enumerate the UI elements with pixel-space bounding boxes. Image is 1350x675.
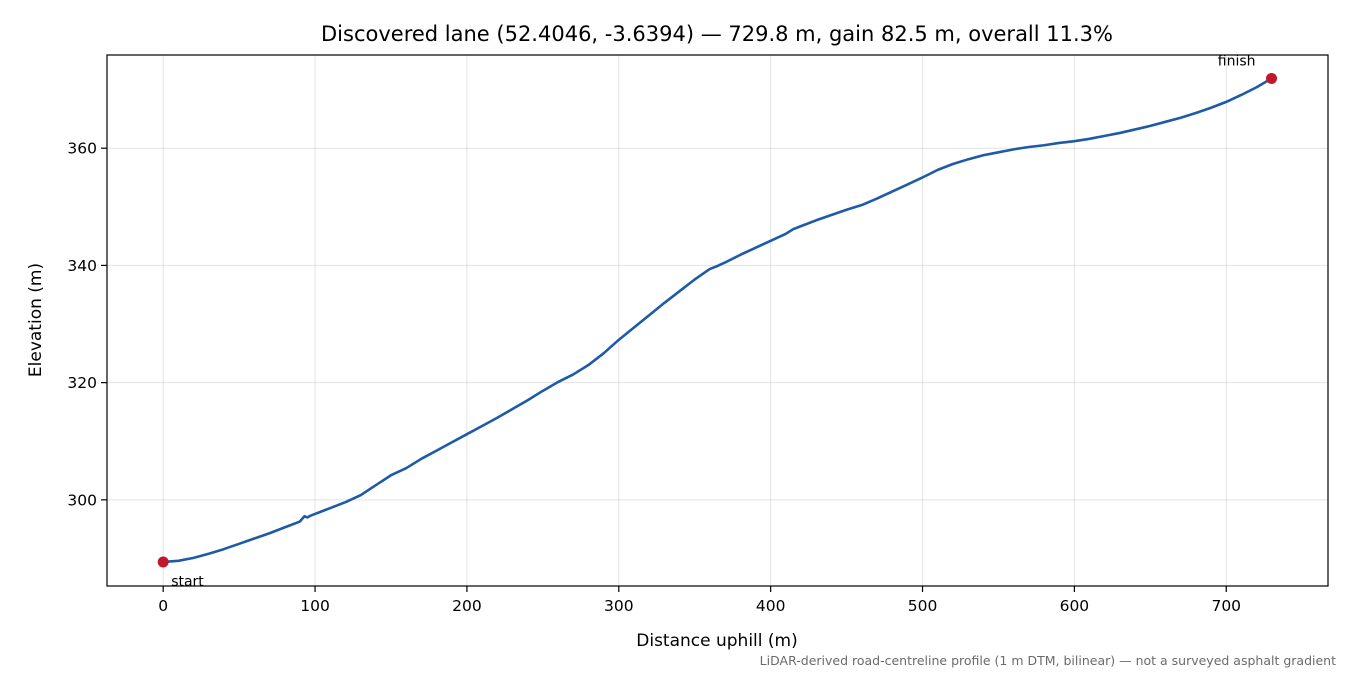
x-tick-label: 400 <box>756 597 786 615</box>
x-tick-label: 600 <box>1060 597 1090 615</box>
finish-marker <box>1266 72 1278 84</box>
y-tick-label: 320 <box>67 374 97 392</box>
x-tick-label: 300 <box>604 597 634 615</box>
x-tick-label: 0 <box>158 597 168 615</box>
x-tick-label: 500 <box>908 597 938 615</box>
grid <box>107 55 1328 586</box>
x-tick-label: 700 <box>1211 597 1241 615</box>
y-tick-label: 300 <box>67 491 97 509</box>
plot-frame <box>106 54 1329 587</box>
x-axis-label: Distance uphill (m) <box>636 631 797 651</box>
x-tick-label: 100 <box>300 597 330 615</box>
footer-caption: LiDAR-derived road-centreline profile (1… <box>760 653 1336 668</box>
start-label: start <box>171 574 204 590</box>
y-axis-label: Elevation (m) <box>26 263 46 377</box>
x-tick-label: 200 <box>452 597 482 615</box>
chart-title: Discovered lane (52.4046, -3.6394) — 729… <box>321 22 1113 46</box>
start-marker <box>157 556 169 568</box>
finish-label: finish <box>1218 53 1256 69</box>
y-tick-label: 360 <box>67 140 97 158</box>
elevation-series-line <box>161 77 1273 564</box>
axis-ticks: 0 100 200 300 400 500 600 700 300 320 340 360 <box>67 140 1241 615</box>
series-layer <box>161 77 1273 564</box>
y-tick-label: 340 <box>67 257 97 275</box>
